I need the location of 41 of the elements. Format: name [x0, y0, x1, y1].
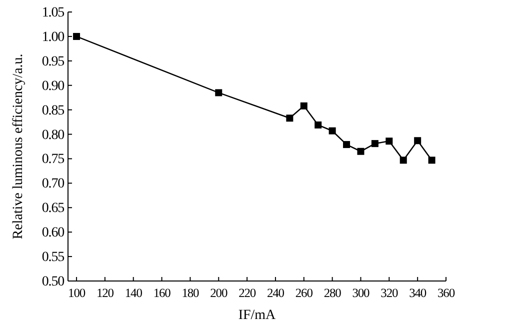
x-tick-label: 360 [438, 286, 455, 300]
point [428, 156, 436, 164]
point [73, 32, 80, 40]
y-tick-label: 0.70 [42, 176, 65, 192]
point [357, 148, 364, 155]
point [414, 137, 422, 144]
y-tick-label: 1.00 [42, 30, 65, 45]
y-tick-label: 0.55 [42, 250, 65, 266]
x-tick-label: 240 [266, 286, 284, 300]
point [300, 102, 308, 110]
point [386, 138, 393, 145]
point [400, 156, 407, 164]
y-tick-label: 0.95 [42, 54, 65, 70]
x-tick-label: 200 [210, 286, 228, 300]
point [314, 121, 322, 128]
x-tick-label: 180 [182, 286, 200, 300]
y-tick-label: 0.80 [42, 128, 65, 143]
x-tick-label: 140 [124, 286, 142, 300]
point [371, 140, 378, 148]
x-tick-label: 340 [409, 286, 426, 300]
y-tick-label: 0.85 [42, 103, 65, 118]
x-tick-label: 220 [238, 286, 256, 300]
point [286, 114, 294, 122]
point [328, 127, 336, 134]
y-tick-label: 0.60 [42, 226, 65, 241]
x-tick-label: 300 [352, 286, 370, 300]
y-axis-title: Relative luminous efficiency/a.u. [11, 54, 26, 240]
point [215, 89, 222, 96]
x-tick-label: 320 [380, 286, 398, 300]
x-tick-label: 100 [68, 286, 86, 300]
x-tick-label: 120 [96, 286, 114, 300]
point [343, 141, 350, 148]
x-tick-label: 260 [295, 286, 313, 300]
y-tick-label: 0.75 [42, 152, 65, 168]
x-axis-title: IF/mA [238, 308, 277, 323]
x-tick-label: 160 [153, 286, 171, 300]
x-tick-label: 280 [324, 286, 342, 300]
y-tick-label: 0.90 [42, 78, 65, 94]
y-tick-label: 0.65 [42, 201, 65, 216]
y-tick-label: 0.50 [42, 274, 65, 290]
y-tick-label: 1.05 [42, 6, 65, 20]
